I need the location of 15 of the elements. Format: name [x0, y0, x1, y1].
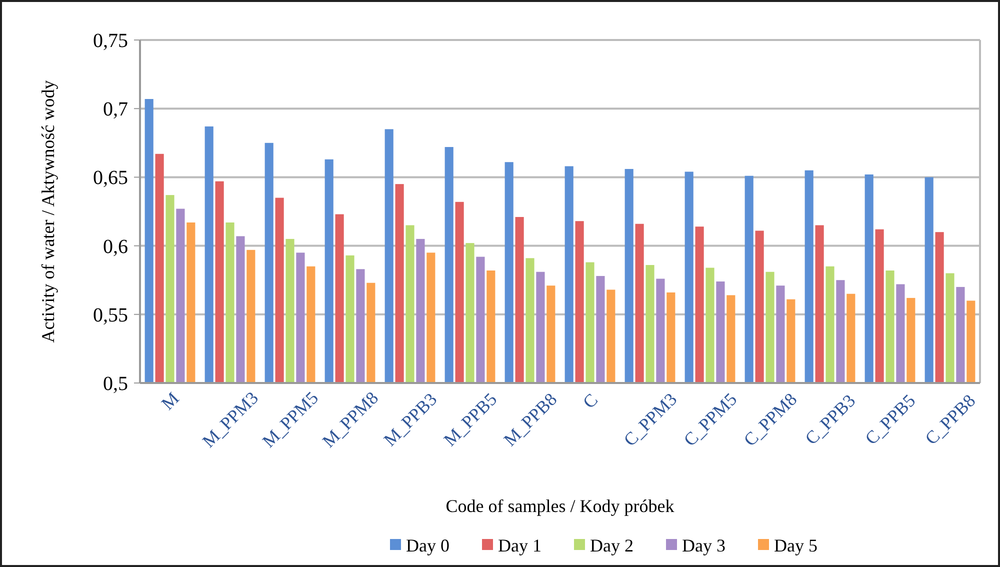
y-tick-label: 0,6 — [103, 236, 128, 258]
y-tick-label: 0,5 — [103, 373, 128, 395]
legend-label: Day 5 — [774, 535, 818, 556]
y-tick-label: 0,7 — [103, 98, 128, 121]
y-tick-label: 0,75 — [93, 30, 128, 52]
x-tick-label: C — [578, 390, 602, 412]
x-axis-title: Code of samples / Kody próbek — [446, 496, 674, 516]
legend-label: Day 1 — [498, 535, 542, 556]
y-tick-label: 0,55 — [93, 304, 128, 326]
y-tick-label: 0,65 — [93, 167, 128, 190]
legend-label: Day 3 — [682, 535, 726, 556]
legend-label: Day 0 — [406, 535, 450, 556]
y-axis-title: Activity of water / Aktywność wody — [38, 80, 58, 343]
legend-label: Day 2 — [590, 535, 634, 556]
x-tick-label: M — [157, 388, 183, 414]
